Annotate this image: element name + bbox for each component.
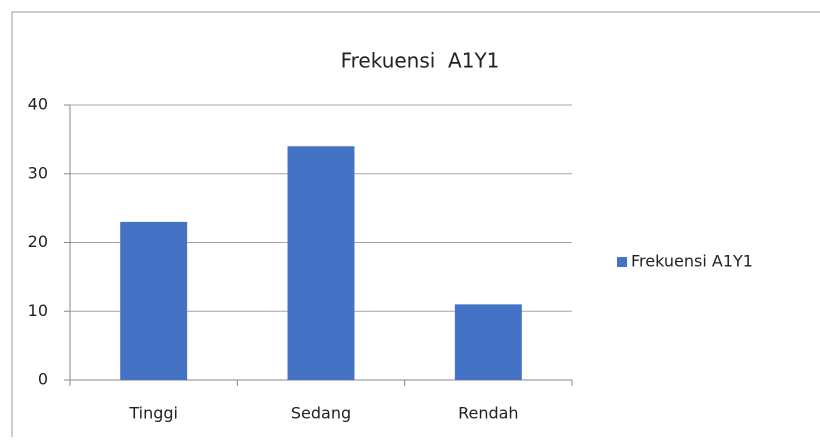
bar [454,304,522,380]
legend-swatch [617,257,627,267]
x-tick-label: Sedang [291,404,351,423]
chart-frame [11,11,820,437]
y-tick-label: 0 [38,370,48,389]
y-tick-label: 10 [28,301,48,320]
x-tick-label: Rendah [458,404,518,423]
y-tick-label: 30 [28,163,48,182]
bar [120,221,188,380]
y-tick-label: 40 [28,95,48,114]
legend-label: Frekuensi A1Y1 [631,252,753,271]
x-tick-label: Tinggi [128,404,178,423]
chart-title: Frekuensi A1Y1 [341,49,500,73]
y-tick-label: 20 [28,232,48,251]
bar [287,146,355,380]
